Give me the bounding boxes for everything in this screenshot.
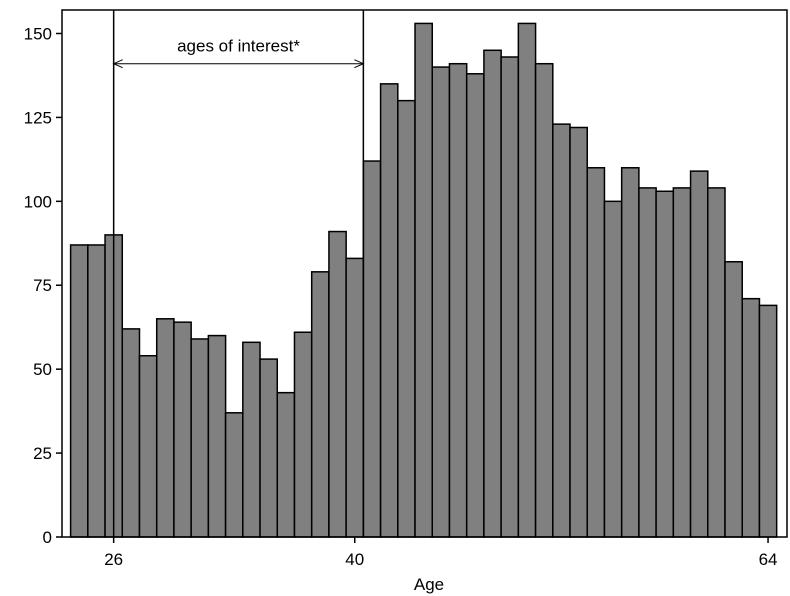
bar [207,334,227,538]
bar [465,73,485,538]
bar [224,412,244,538]
axes-group: 0 25 50 75 100 125 150 26 40 64 [24,9,788,569]
bar [69,244,89,538]
bar [500,56,520,538]
x-tick-label: 26 [104,550,123,569]
bar [414,22,433,538]
bars-group [69,22,778,538]
y-tick-label: 25 [33,444,52,463]
bar [448,62,468,538]
bar [569,126,588,538]
bar [586,167,606,538]
y-tick-label: 75 [33,276,52,295]
bar [638,187,657,538]
bar [121,328,141,538]
bar [655,190,675,538]
bar [362,160,382,538]
bar [724,261,743,538]
bar [259,358,279,538]
bar [689,170,709,538]
bar [483,49,502,538]
x-axis-ticks: 26 40 64 [104,537,778,569]
annotation-group: ages of interest* [112,10,365,537]
bar [397,99,416,538]
bar [534,62,554,538]
bar [310,271,330,538]
bar [620,167,640,538]
bar [190,338,210,538]
bar [379,83,399,538]
bar [328,230,347,538]
bar [276,391,296,538]
y-tick-label: 100 [24,192,52,211]
bar [741,297,761,538]
bar [242,341,261,538]
bar [517,22,537,538]
bar [707,187,726,538]
bar [173,321,192,538]
y-tick-label: 50 [33,360,52,379]
plot-frame [61,9,788,538]
x-tick-label: 40 [345,550,364,569]
bar [552,123,571,538]
y-axis-ticks: 0 25 50 75 100 125 150 [24,24,62,547]
bar [293,331,313,538]
bar [603,200,623,538]
arrow-head-right-icon [354,59,365,69]
x-axis-title: Age [414,575,444,594]
bar [87,244,106,538]
y-tick-label: 0 [43,528,52,547]
arrow-head-left-icon [112,59,123,69]
bar [345,257,365,538]
bar [758,304,778,538]
y-tick-label: 125 [24,108,52,127]
ages-of-interest-label: ages of interest* [177,37,300,56]
x-tick-label: 64 [759,550,778,569]
bar [672,187,692,538]
bar [431,66,451,538]
y-tick-label: 150 [24,24,52,43]
bar [138,354,158,538]
bar [155,318,175,538]
